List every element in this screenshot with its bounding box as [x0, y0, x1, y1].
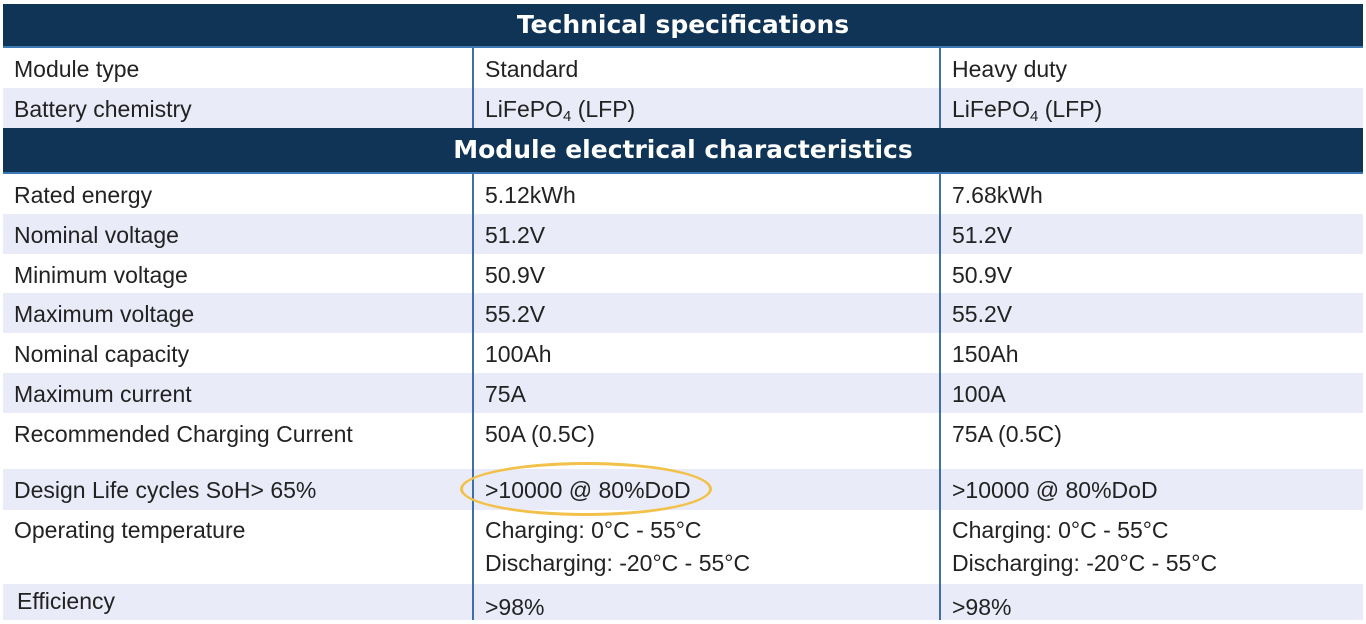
table-row-battery-chemistry: Battery chemistry LiFePO4 (LFP) LiFePO4 …: [3, 88, 1363, 128]
spec-table: Technical specifications Module type Sta…: [3, 4, 1363, 620]
heavy-duty-value: 55.2V: [939, 293, 1363, 333]
standard-value: LiFePO4 (LFP): [472, 88, 939, 128]
row-label: Nominal capacity: [14, 341, 190, 367]
standard-value: 51.2V: [472, 214, 939, 254]
heavy-duty-value: >98%: [939, 584, 1363, 620]
standard-value: Charging: 0°C - 55°C Discharging: -20°C …: [472, 510, 939, 584]
table-row: Maximum current 75A 100A: [3, 373, 1363, 413]
heavy-duty-value: 75A (0.5C): [939, 413, 1363, 469]
row-label: Nominal voltage: [14, 222, 179, 248]
table-row-module-type: Module type Standard Heavy duty: [3, 48, 1363, 88]
charging-range: Charging: 0°C - 55°C: [952, 517, 1169, 543]
heavy-duty-value: LiFePO4 (LFP): [939, 88, 1363, 128]
heavy-duty-value: 150Ah: [939, 333, 1363, 373]
table-row-efficiency: Efficiency >98% >98%: [3, 584, 1363, 620]
standard-value: >98%: [472, 584, 939, 620]
row-label: Rated energy: [14, 182, 153, 208]
standard-value: 75A: [472, 373, 939, 413]
row-label: Recommended Charging Current: [14, 421, 353, 447]
section-header-technical-specifications: Technical specifications: [3, 4, 1363, 48]
table-row: Minimum voltage 50.9V 50.9V: [3, 254, 1363, 293]
standard-value: Standard: [472, 48, 939, 88]
heavy-duty-value: 100A: [939, 373, 1363, 413]
discharging-range: Discharging: -20°C - 55°C: [485, 550, 751, 576]
row-label: Battery chemistry: [14, 96, 192, 122]
table-row: Nominal capacity 100Ah 150Ah: [3, 333, 1363, 373]
row-label: Efficiency: [17, 588, 116, 614]
heavy-duty-value: 7.68kWh: [939, 174, 1363, 214]
heavy-duty-value: Charging: 0°C - 55°C Discharging: -20°C …: [939, 510, 1363, 584]
table-row: Maximum voltage 55.2V 55.2V: [3, 293, 1363, 333]
row-label: Minimum voltage: [14, 262, 188, 288]
standard-value: 100Ah: [472, 333, 939, 373]
table-row: Recommended Charging Current 50A (0.5C) …: [3, 413, 1363, 469]
standard-value: 5.12kWh: [472, 174, 939, 214]
standard-value: 50.9V: [472, 254, 939, 293]
row-label: Module type: [14, 56, 140, 82]
row-label: Operating temperature: [14, 517, 246, 543]
row-label: Design Life cycles SoH> 65%: [14, 477, 317, 503]
charging-range: Charging: 0°C - 55°C: [485, 517, 702, 543]
table-row-operating-temperature: Operating temperature Charging: 0°C - 55…: [3, 510, 1363, 584]
highlight-ellipse: [460, 462, 712, 516]
row-label: Maximum voltage: [14, 301, 195, 327]
heavy-duty-value: 50.9V: [939, 254, 1363, 293]
table-row: Nominal voltage 51.2V 51.2V: [3, 214, 1363, 254]
standard-value: 50A (0.5C): [472, 413, 939, 469]
heavy-duty-value: >10000 @ 80%DoD: [939, 469, 1363, 510]
heavy-duty-value: Heavy duty: [939, 48, 1363, 88]
section-header-module-electrical-characteristics: Module electrical characteristics: [3, 128, 1363, 174]
standard-value: 55.2V: [472, 293, 939, 333]
row-label: Maximum current: [14, 381, 192, 407]
table-row: Rated energy 5.12kWh 7.68kWh: [3, 174, 1363, 214]
discharging-range: Discharging: -20°C - 55°C: [952, 550, 1218, 576]
heavy-duty-value: 51.2V: [939, 214, 1363, 254]
